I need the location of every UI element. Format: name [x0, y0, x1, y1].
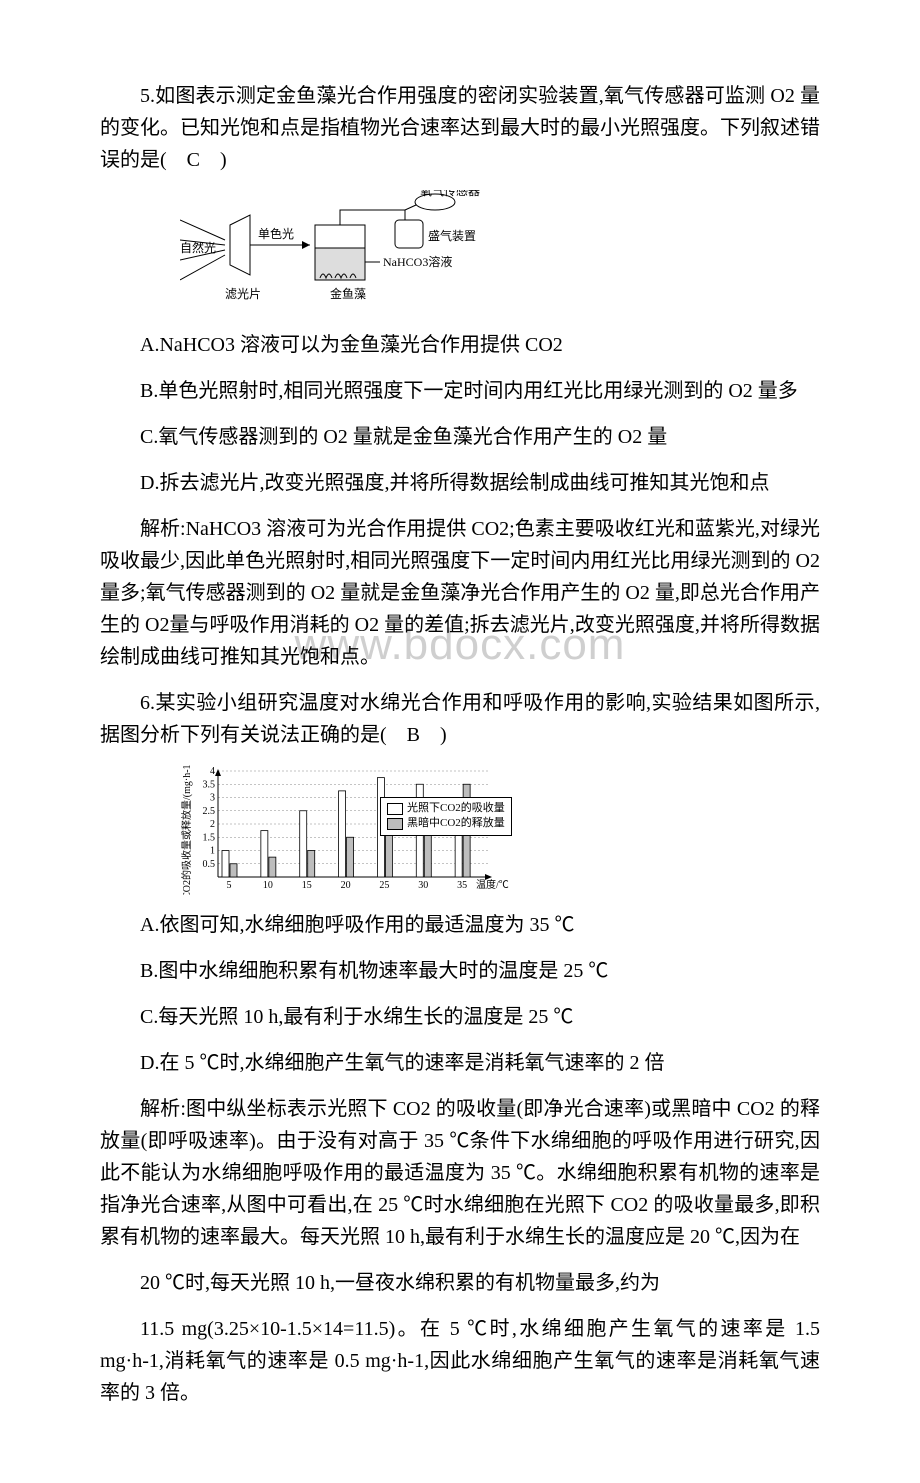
- svg-text:2: 2: [210, 819, 215, 830]
- legend-swatch-dark: [387, 818, 403, 830]
- legend-label-light: 光照下CO2的吸收量: [407, 801, 505, 816]
- q5-option-c: C.氧气传感器测到的 O2 量就是金鱼藻光合作用产生的 O2 量: [100, 421, 820, 453]
- svg-text:30: 30: [418, 880, 428, 891]
- svg-text:4: 4: [210, 766, 215, 777]
- label-algae: 金鱼藻: [330, 286, 366, 301]
- legend-label-dark: 黑暗中CO2的释放量: [407, 816, 505, 831]
- q6-option-d: D.在 5 ℃时,水绵细胞产生氧气的速率是消耗氧气速率的 2 倍: [100, 1047, 820, 1079]
- q5-option-a: A.NaHCO3 溶液可以为金鱼藻光合作用提供 CO2: [100, 329, 820, 361]
- label-nahco3: NaHCO3溶液: [383, 254, 452, 269]
- svg-text:1: 1: [210, 846, 215, 857]
- svg-text:3: 3: [210, 793, 215, 804]
- q6-option-b: B.图中水绵细胞积累有机物速率最大时的温度是 25 ℃: [100, 955, 820, 987]
- svg-text:0.5: 0.5: [203, 859, 216, 870]
- svg-text:35: 35: [457, 880, 467, 891]
- label-filter: 滤光片: [225, 287, 261, 301]
- q6-analysis-3: 11.5 mg(3.25×10-1.5×14=11.5)。在 5 ℃时,水绵细胞…: [100, 1313, 820, 1409]
- svg-text:CO2的吸收量或释放量/(mg·h-1): CO2的吸收量或释放量/(mg·h-1): [180, 765, 193, 895]
- q6-option-c: C.每天光照 10 h,最有利于水绵生长的温度是 25 ℃: [100, 1001, 820, 1033]
- svg-text:温度/℃: 温度/℃: [476, 878, 509, 891]
- q5-option-b: B.单色光照射时,相同光照强度下一定时间内用红光比用绿光测到的 O2 量多: [100, 375, 820, 407]
- label-natural-light: 自然光: [180, 240, 216, 255]
- q5-stem: 5.如图表示测定金鱼藻光合作用强度的密闭实验装置,氧气传感器可监测 O2 量的变…: [100, 80, 820, 176]
- svg-text:20: 20: [341, 880, 351, 891]
- svg-text:25: 25: [379, 880, 389, 891]
- svg-text:15: 15: [302, 880, 312, 891]
- q6-option-a: A.依图可知,水绵细胞呼吸作用的最适温度为 35 ℃: [100, 909, 820, 941]
- chart-legend: 光照下CO2的吸收量 黑暗中CO2的释放量: [380, 797, 512, 836]
- svg-text:1.5: 1.5: [203, 832, 216, 843]
- q6-stem: 6.某实验小组研究温度对水绵光合作用和呼吸作用的影响,实验结果如图所示,据图分析…: [100, 687, 820, 751]
- q6-chart: 0.5 1 1.5 2 2.5 3 3.5 4 5 10 15 20 25 30 35 温度/℃ CO2的吸收量…: [180, 765, 820, 895]
- label-monochrome: 单色光: [258, 227, 294, 241]
- label-gas-device: 盛气装置: [428, 228, 476, 243]
- svg-text:10: 10: [263, 880, 273, 891]
- q5-analysis: 解析:NaHCO3 溶液可为光合作用提供 CO2;色素主要吸收红光和蓝紫光,对绿…: [100, 513, 820, 673]
- svg-text:3.5: 3.5: [203, 779, 216, 790]
- svg-text:5: 5: [227, 880, 232, 891]
- svg-text:2.5: 2.5: [203, 806, 216, 817]
- q6-analysis-1: 解析:图中纵坐标表示光照下 CO2 的吸收量(即净光合速率)或黑暗中 CO2 的…: [100, 1093, 820, 1253]
- legend-swatch-light: [387, 803, 403, 815]
- label-sensor: 氧气传感器: [420, 190, 480, 198]
- q5-option-d: D.拆去滤光片,改变光照强度,并将所得数据绘制成曲线可推知其光饱和点: [100, 467, 820, 499]
- q6-analysis-2: 20 ℃时,每天光照 10 h,一昼夜水绵积累的有机物量最多,约为: [100, 1267, 820, 1299]
- q5-diagram: 自然光 滤光片 单色光 金鱼藻: [180, 190, 820, 315]
